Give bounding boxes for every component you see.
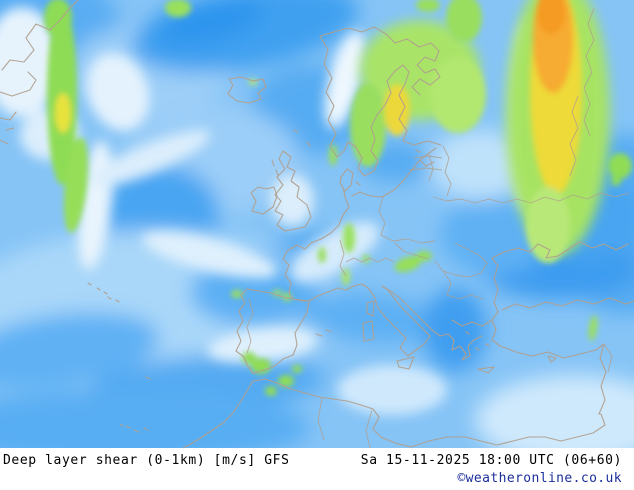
weather-map-canvas — [0, 0, 634, 448]
coastline-layer — [0, 0, 634, 448]
border-layer — [246, 7, 630, 448]
map-title: Deep layer shear (0-1km) [m/s] GFS — [3, 453, 290, 468]
map-area — [0, 0, 634, 448]
shading-layer — [0, 0, 634, 448]
valid-time-label: Sa 15-11-2025 18:00 UTC (06+60) — [360, 453, 622, 468]
copyright-label: ©weatheronline.co.uk — [457, 471, 622, 486]
caption-bar: Deep layer shear (0-1km) [m/s] GFS Sa 15… — [0, 448, 634, 490]
